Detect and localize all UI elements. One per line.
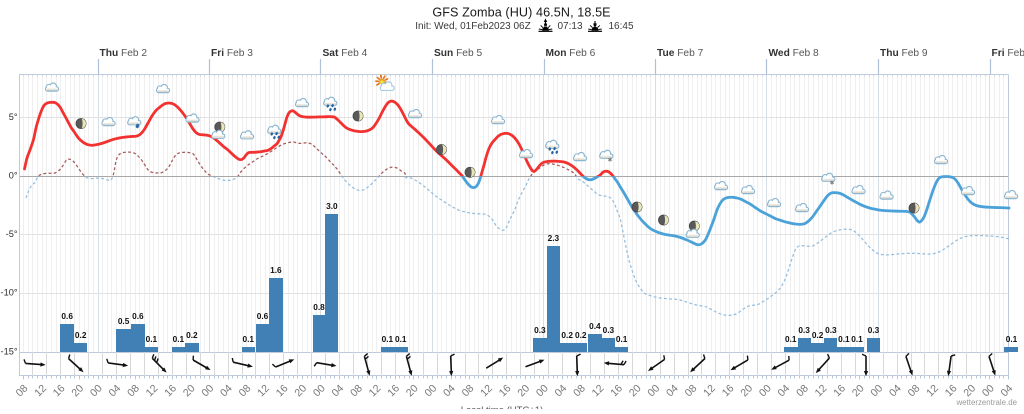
svg-text:1.6: 1.6 <box>270 265 282 275</box>
svg-text:0.1: 0.1 <box>173 334 185 344</box>
svg-text:0.3: 0.3 <box>825 325 837 335</box>
svg-text:0.6: 0.6 <box>257 311 269 321</box>
svg-text:0.2: 0.2 <box>575 330 587 340</box>
svg-text:0.1: 0.1 <box>616 334 628 344</box>
svg-text:Tue Feb 7: Tue Feb 7 <box>657 48 704 59</box>
svg-text:0.5: 0.5 <box>118 316 130 326</box>
svg-text:Local time (UTC+1): Local time (UTC+1) <box>461 405 544 409</box>
svg-text:2.3: 2.3 <box>548 233 560 243</box>
svg-text:0.3: 0.3 <box>868 325 880 335</box>
svg-text:0.3: 0.3 <box>798 325 810 335</box>
svg-text:GFS Zomba (HU) 46.5N, 18.5E: GFS Zomba (HU) 46.5N, 18.5E <box>432 6 610 20</box>
svg-text:0.1: 0.1 <box>851 334 863 344</box>
svg-text:Thu Feb 2: Thu Feb 2 <box>100 48 148 59</box>
svg-text:0.8: 0.8 <box>313 302 325 312</box>
svg-text:0.1: 0.1 <box>1006 334 1018 344</box>
svg-text:3.0: 3.0 <box>326 201 338 211</box>
svg-text:0.4: 0.4 <box>589 321 601 331</box>
svg-text:5°: 5° <box>9 112 18 122</box>
svg-text:0.3: 0.3 <box>603 325 615 335</box>
svg-text:0.1: 0.1 <box>382 334 394 344</box>
svg-text:0.1: 0.1 <box>243 334 255 344</box>
svg-text:0.2: 0.2 <box>186 330 198 340</box>
svg-text:0.1: 0.1 <box>838 334 850 344</box>
svg-text:-5°: -5° <box>6 229 18 239</box>
svg-text:0.1: 0.1 <box>146 334 158 344</box>
svg-text:0.2: 0.2 <box>812 330 824 340</box>
svg-text:Fri Feb 3: Fri Feb 3 <box>211 48 253 59</box>
svg-text:0.2: 0.2 <box>561 330 573 340</box>
svg-text:Thu Feb 9: Thu Feb 9 <box>880 48 928 59</box>
svg-text:Init: Wed, 01Feb2023 06Z: Init: Wed, 01Feb2023 06Z <box>415 21 530 32</box>
svg-text:Sat Feb 4: Sat Feb 4 <box>323 48 368 59</box>
svg-text:0.1: 0.1 <box>395 334 407 344</box>
svg-text:0.3: 0.3 <box>534 325 546 335</box>
svg-text:16:45: 16:45 <box>608 21 633 32</box>
svg-text:Sun Feb 5: Sun Feb 5 <box>434 48 482 59</box>
svg-text:Wed Feb 8: Wed Feb 8 <box>769 48 820 59</box>
svg-text:0.1: 0.1 <box>785 334 797 344</box>
svg-text:0.6: 0.6 <box>132 311 144 321</box>
svg-text:Fri Feb 10: Fri Feb 10 <box>992 48 1024 59</box>
svg-text:07:13: 07:13 <box>557 21 582 32</box>
svg-text:Mon Feb 6: Mon Feb 6 <box>546 48 596 59</box>
svg-text:0.6: 0.6 <box>61 311 73 321</box>
svg-text:wetterzentrale.de: wetterzentrale.de <box>955 398 1017 407</box>
svg-text:0°: 0° <box>9 171 18 181</box>
svg-text:0.2: 0.2 <box>75 330 87 340</box>
svg-text:-15°: -15° <box>1 346 18 356</box>
svg-text:-10°: -10° <box>1 288 18 298</box>
